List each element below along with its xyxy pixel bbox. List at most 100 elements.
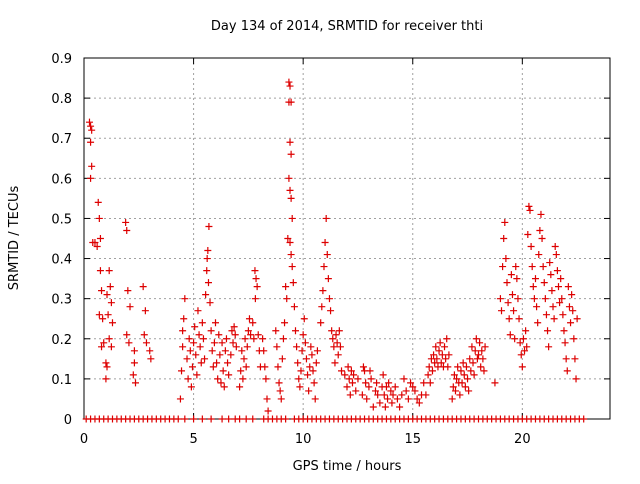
data-point [244, 327, 252, 335]
data-point [205, 222, 213, 230]
data-point [100, 339, 108, 347]
data-point [307, 343, 315, 351]
data-point [181, 295, 189, 303]
data-point [242, 363, 250, 371]
data-point [281, 319, 289, 327]
data-point [334, 351, 342, 359]
data-point [344, 363, 352, 371]
data-point [409, 383, 417, 391]
data-point [534, 319, 542, 327]
data-point [87, 138, 95, 146]
data-point [522, 327, 530, 335]
data-point [331, 359, 339, 367]
data-point [277, 395, 285, 403]
y-tick-label: 0.6 [51, 172, 72, 187]
data-point [347, 367, 355, 375]
data-point [504, 299, 512, 307]
data-point [209, 363, 217, 371]
data-point [443, 335, 451, 343]
data-point [496, 295, 504, 303]
data-point [515, 315, 523, 323]
data-point [502, 255, 510, 263]
data-point [139, 283, 147, 291]
data-point [514, 295, 522, 303]
data-point [310, 379, 318, 387]
data-point [99, 315, 107, 323]
data-point [107, 299, 115, 307]
data-point [565, 303, 573, 311]
data-point [428, 367, 436, 375]
data-point [301, 339, 309, 347]
data-point [264, 407, 272, 415]
data-point [146, 347, 154, 355]
data-point [369, 403, 377, 411]
data-point [262, 375, 270, 383]
data-point [125, 339, 133, 347]
data-point [480, 367, 488, 375]
data-point [362, 379, 370, 387]
data-point [291, 327, 299, 335]
data-point [363, 395, 371, 403]
data-point [102, 375, 110, 383]
data-point [243, 343, 251, 351]
data-point [335, 327, 343, 335]
data-point [194, 307, 202, 315]
data-point [345, 375, 353, 383]
data-point [312, 359, 320, 367]
data-point [374, 391, 382, 399]
data-point [228, 327, 236, 335]
data-point [562, 355, 570, 363]
data-point [404, 395, 412, 403]
data-point [198, 415, 206, 423]
data-point [320, 263, 328, 271]
data-point [445, 351, 453, 359]
data-point [222, 335, 230, 343]
data-point [179, 343, 187, 351]
data-point [199, 335, 207, 343]
data-point [330, 343, 338, 351]
data-point [435, 347, 443, 355]
data-point [304, 371, 312, 379]
data-point [557, 275, 565, 283]
data-point [472, 335, 480, 343]
data-point [252, 275, 260, 283]
data-point [341, 371, 349, 379]
data-point [306, 363, 314, 371]
data-point [253, 283, 261, 291]
data-point [437, 359, 445, 367]
data-point [385, 379, 393, 387]
data-point [285, 174, 293, 182]
data-point [567, 319, 575, 327]
data-point [530, 295, 538, 303]
data-point [274, 363, 282, 371]
data-point [500, 235, 508, 242]
data-point [569, 307, 577, 315]
chart-title: Day 134 of 2014, SRMTID for receiver tht… [211, 19, 483, 34]
data-point [535, 251, 543, 259]
data-point [297, 367, 305, 375]
data-point [190, 415, 198, 423]
data-point [284, 235, 292, 242]
data-point [516, 339, 524, 347]
data-point [278, 355, 286, 363]
data-point [498, 307, 506, 315]
data-point [358, 391, 366, 399]
data-point [524, 230, 532, 238]
data-point [438, 351, 446, 359]
data-point [188, 363, 196, 371]
y-tick-label: 0.7 [51, 132, 72, 147]
data-point [108, 319, 116, 327]
data-point [560, 327, 568, 335]
data-point [186, 347, 194, 355]
data-point [468, 343, 476, 351]
data-point [554, 283, 562, 291]
data-point [426, 379, 434, 387]
data-point [225, 371, 233, 379]
data-point [501, 218, 509, 226]
data-point [311, 395, 319, 403]
data-point [95, 214, 103, 222]
data-point [415, 399, 423, 407]
data-point [572, 375, 580, 383]
x-tick-label: 5 [189, 432, 197, 447]
